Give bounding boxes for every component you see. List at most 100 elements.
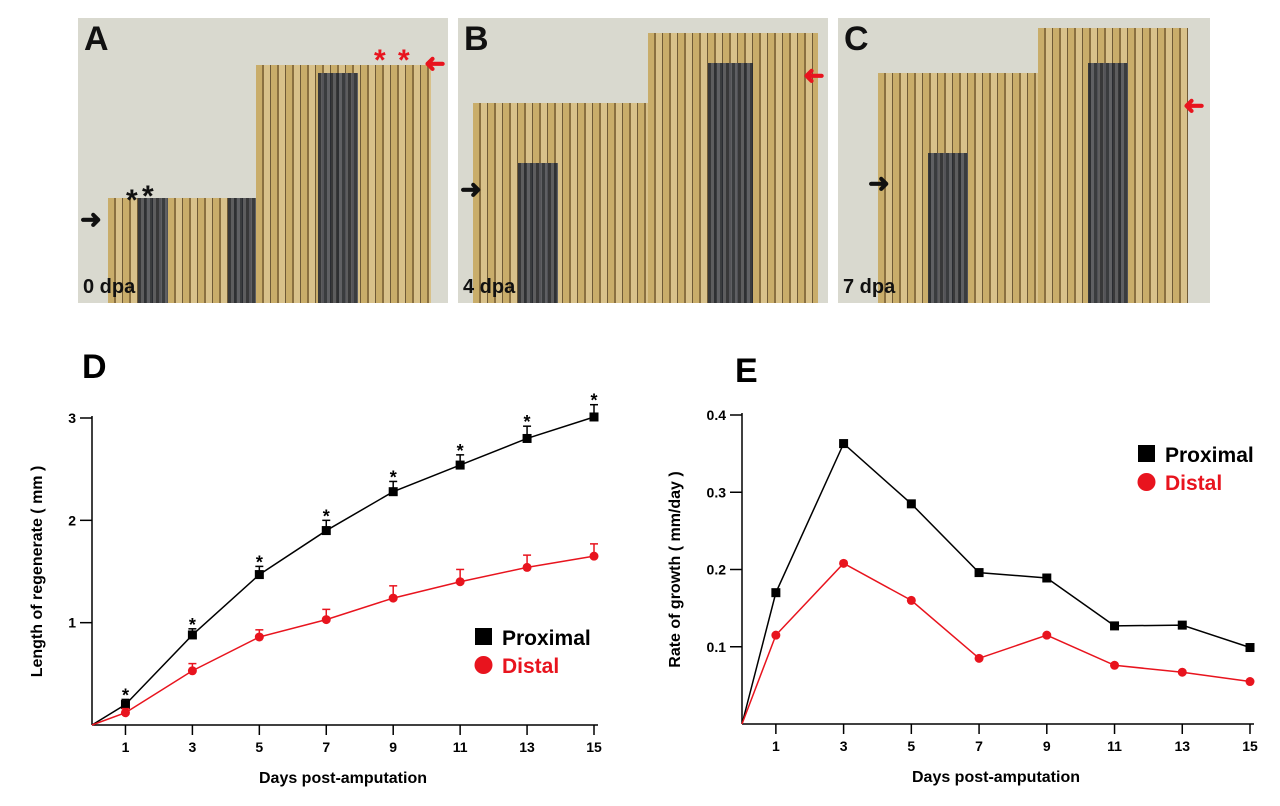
x-tick-label: 5: [907, 738, 915, 754]
data-point-distal: [187, 666, 197, 676]
data-point-proximal: [522, 433, 532, 443]
red-asterisk: *: [398, 44, 410, 77]
data-point-proximal: [974, 568, 984, 578]
data-point-proximal: [1177, 620, 1187, 630]
y-tick-label: 2: [68, 512, 76, 528]
dpa-label: 4 dpa: [463, 276, 516, 298]
panel-letter: E: [735, 352, 758, 390]
data-point-proximal: [120, 700, 130, 710]
x-tick-label: 7: [322, 739, 330, 755]
data-point-distal: [522, 562, 532, 572]
pigment-stripe: [928, 153, 968, 303]
pigment-stripe: [138, 198, 168, 303]
data-point-proximal: [388, 487, 398, 497]
data-point-proximal: [1245, 643, 1255, 653]
x-tick-label: 9: [1043, 738, 1051, 754]
legend-label-proximal: Proximal: [1165, 444, 1254, 467]
x-tick-label: 11: [453, 739, 468, 755]
panel-letter: B: [464, 20, 489, 58]
dpa-label: 7 dpa: [843, 276, 896, 298]
y-axis-title: Rate of growth ( mm/day ): [667, 471, 684, 667]
panel-letter: C: [844, 20, 869, 58]
legend-marker-proximal: [475, 628, 492, 645]
data-point-distal: [771, 630, 781, 640]
red-asterisk: *: [374, 44, 386, 77]
legend-marker-proximal: [1138, 445, 1155, 462]
data-point-proximal: [254, 570, 264, 580]
y-tick-label: 0.1: [707, 639, 727, 655]
x-tick-label: 3: [189, 739, 197, 755]
dpa-label: 0 dpa: [83, 276, 136, 298]
x-tick-label: 3: [840, 738, 848, 754]
photo-panel-b: B 4 dpa ➜ ➜: [458, 18, 828, 303]
data-point-distal: [120, 708, 130, 718]
y-tick-label: 0.3: [707, 484, 727, 500]
legend-marker-distal: [474, 656, 493, 674]
x-tick-label: 13: [519, 739, 535, 755]
y-tick-label: 0.2: [707, 562, 727, 578]
y-tick-label: 1: [68, 615, 76, 631]
x-tick-label: 7: [975, 738, 983, 754]
data-point-proximal: [771, 588, 781, 598]
x-axis-title: Days post-amputation: [912, 769, 1080, 786]
legend-label-proximal: Proximal: [502, 627, 591, 650]
legend-label-distal: Distal: [502, 655, 559, 678]
data-point-distal: [839, 558, 849, 568]
data-point-distal: [906, 595, 916, 605]
black-asterisk: *: [142, 180, 154, 213]
data-point-proximal: [1042, 573, 1052, 583]
data-point-distal: [321, 615, 331, 625]
x-tick-label: 1: [772, 738, 780, 754]
pigment-stripe: [708, 63, 753, 303]
significance-asterisk: *: [390, 467, 397, 487]
significance-asterisk: *: [590, 391, 597, 411]
significance-asterisk: *: [323, 506, 330, 526]
x-tick-label: 11: [1107, 738, 1122, 754]
significance-asterisk: *: [524, 412, 531, 432]
data-point-distal: [1177, 667, 1187, 677]
pigment-stripe: [1088, 63, 1128, 303]
data-point-distal: [974, 653, 984, 663]
significance-asterisk: *: [256, 552, 263, 572]
photo-panel-a: A 0 dpa ➜ ➜ * * * *: [78, 18, 448, 303]
x-tick-label: 15: [1242, 738, 1258, 754]
significance-asterisk: *: [457, 441, 464, 461]
data-point-proximal: [906, 499, 916, 509]
black-arrow-icon: ➜: [868, 168, 890, 198]
x-tick-label: 13: [1174, 738, 1190, 754]
data-point-distal: [388, 593, 398, 603]
data-point-proximal: [839, 439, 849, 449]
panel-letter: D: [82, 348, 107, 386]
significance-asterisk: *: [189, 615, 196, 635]
y-tick-label: 0.4: [707, 407, 727, 423]
data-point-distal: [254, 632, 264, 642]
x-tick-label: 9: [389, 739, 397, 755]
data-point-distal: [1110, 660, 1120, 670]
series-line-distal: [741, 562, 1251, 725]
data-point-distal: [455, 577, 465, 587]
black-arrow-icon: ➜: [460, 174, 482, 204]
data-point-proximal: [187, 630, 197, 640]
black-arrow-icon: ➜: [80, 204, 102, 234]
data-point-proximal: [589, 412, 599, 422]
data-point-proximal: [455, 460, 465, 470]
data-point-distal: [589, 551, 599, 561]
data-point-proximal: [1110, 621, 1120, 631]
series-line-proximal: [91, 416, 595, 726]
pigment-stripe: [518, 163, 558, 303]
y-axis-title: Length of regenerate ( mm ): [29, 466, 46, 678]
data-point-distal: [1245, 677, 1255, 687]
photo-panel-c: C 7 dpa ➜ ➜: [838, 18, 1210, 303]
pigment-stripe: [318, 73, 358, 303]
x-tick-label: 1: [122, 739, 130, 755]
significance-asterisk: *: [122, 685, 129, 705]
panel-letter: A: [84, 20, 109, 58]
data-point-distal: [1042, 630, 1052, 640]
legend-marker-distal: [1137, 473, 1156, 491]
black-asterisk: *: [126, 184, 138, 217]
data-point-proximal: [321, 526, 331, 536]
y-tick-label: 3: [68, 410, 76, 426]
x-tick-label: 15: [586, 739, 602, 755]
